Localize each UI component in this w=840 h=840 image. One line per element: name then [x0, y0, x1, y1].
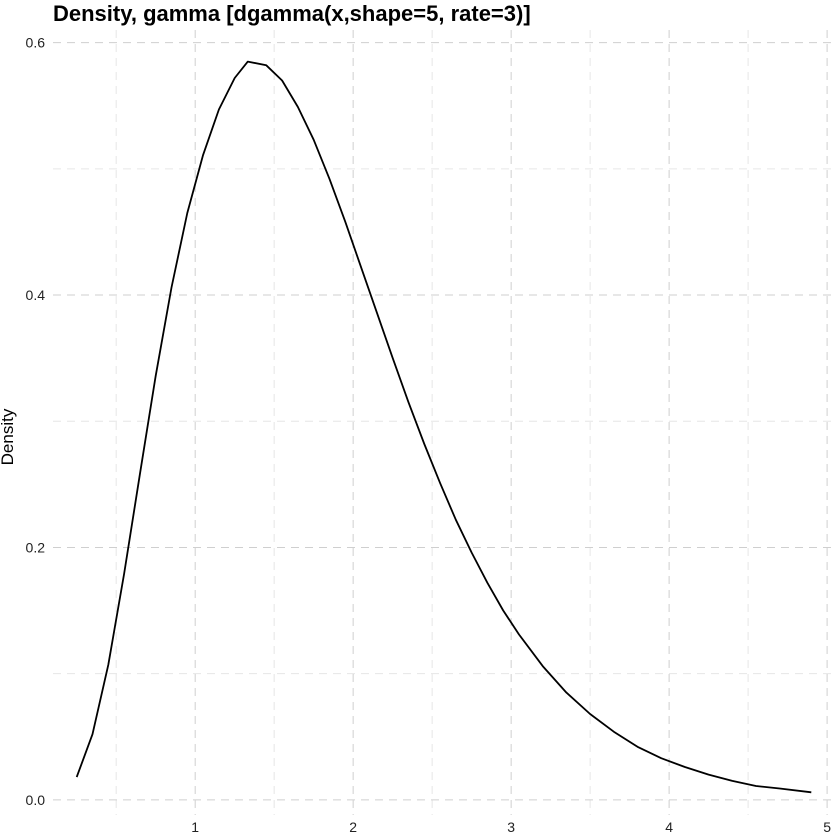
- series-layer: [75, 60, 812, 794]
- y-tick-label: 0.6: [26, 35, 46, 51]
- x-tick-label: 1: [191, 819, 199, 835]
- y-tick-label: 0.0: [26, 792, 46, 808]
- density-curve-line: [75, 60, 812, 794]
- chart-title: Density, gamma [dgamma(x,shape=5, rate=3…: [53, 1, 531, 26]
- y-tick-label: 0.4: [26, 287, 46, 303]
- y-axis-ticks: 0.0 0.2 0.4 0.6: [26, 35, 46, 808]
- x-tick-label: 2: [349, 819, 357, 835]
- y-tick-label: 0.2: [26, 539, 46, 555]
- x-tick-label: 5: [823, 819, 831, 835]
- x-tick-label: 3: [507, 819, 515, 835]
- minor-gridlines: [53, 30, 835, 815]
- x-tick-label: 4: [665, 819, 673, 835]
- major-gridlines: [53, 30, 835, 815]
- x-axis-ticks: 1 2 3 4 5: [191, 819, 831, 835]
